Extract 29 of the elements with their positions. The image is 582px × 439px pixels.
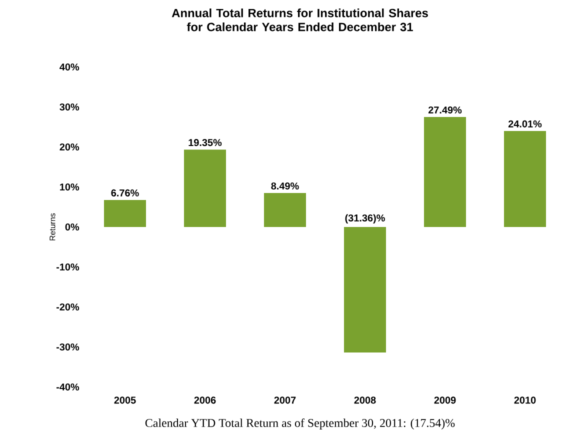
y-tick-label: -40% [56,383,80,391]
data-label: 27.49% [428,106,462,114]
bar [344,227,386,352]
data-label: 19.35% [188,139,222,146]
bar [504,130,546,227]
bar [104,200,146,227]
x-tick-label: 2005 [114,396,136,404]
y-tick-label: -20% [56,303,80,311]
x-tick-label: 2006 [194,396,216,404]
x-tick-label: 2010 [514,396,536,404]
x-tick-label: 2007 [274,396,296,404]
y-tick-label: 40% [60,63,80,71]
x-tick-label: 2008 [354,396,376,404]
data-label: 24.01% [508,120,542,128]
y-tick-label: 10% [60,183,80,191]
x-tick-label: 2009 [434,396,456,404]
y-tick-label: -30% [56,343,80,351]
data-label: 6.76% [111,189,139,196]
data-label: 8.49% [271,182,299,190]
y-tick-label: 0% [65,223,80,231]
bar [264,193,306,227]
chart-title: Annual Total Returns for Institutional Shares for Calendar Years Ended December 31 [172,8,428,32]
text: Calendar YTD Total Return as of September 30, 2011: (17.54)% [145,418,455,430]
bar [184,150,226,227]
y-tick-label: 20% [60,143,80,151]
y-tick-label: -10% [56,263,80,271]
bar [424,117,466,227]
data-label: (31.36)% [345,214,385,224]
y-tick-label: 30% [60,103,80,111]
